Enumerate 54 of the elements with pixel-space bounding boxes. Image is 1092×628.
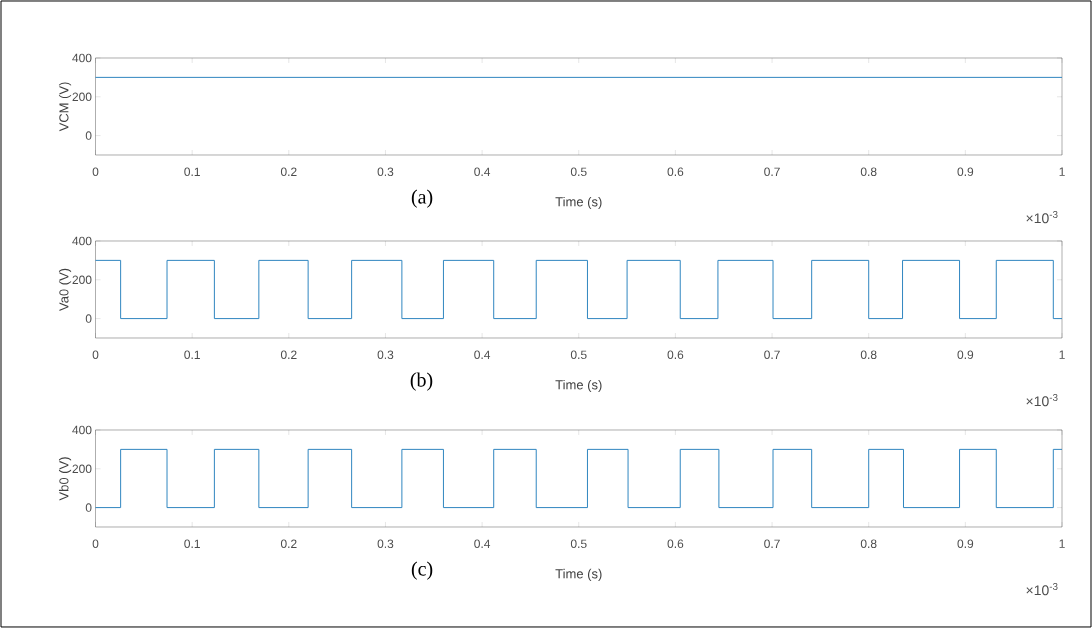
y-tick-label: 400 [72, 425, 92, 435]
x-tick-label: 0.2 [280, 350, 297, 360]
x-tick-label: 0.8 [860, 167, 877, 177]
x-tick-label: 0.5 [570, 539, 587, 549]
x-tick-label: 0.1 [184, 167, 200, 177]
x-tick-label: 0.7 [764, 167, 780, 177]
x-axis-title: Time (s) [555, 196, 602, 209]
y-tick-label: 400 [72, 236, 92, 246]
x-tick-label: 1 [1059, 167, 1065, 176]
y-tick-label: 200 [72, 464, 92, 474]
x-tick-label: 0.5 [570, 167, 587, 177]
x-tick-label: 0 [92, 350, 99, 360]
x-tick-label: 0.6 [667, 350, 684, 360]
y-tick-label: 200 [72, 92, 92, 102]
y-tick-label: 0 [85, 503, 92, 512]
x-tick-label: 0.8 [860, 539, 877, 549]
text: ×10$^{-3}$ [1026, 393, 1058, 407]
x-tick-label: 0.2 [280, 539, 297, 549]
x-tick-label: 0.8 [860, 350, 877, 360]
y-tick-label: 400 [72, 53, 92, 63]
x-axis-title: Time (s) [555, 379, 602, 392]
x-tick-label: 0.3 [377, 350, 394, 360]
text: ×10$^{-3}$ [1026, 210, 1058, 224]
y-axis-title: VCM (V) [58, 82, 72, 132]
x-tick-label: 0.2 [280, 167, 297, 177]
x-tick-label: 0.6 [667, 539, 684, 549]
x-tick-label: 0.3 [377, 539, 394, 549]
x-tick-label: 0.7 [764, 539, 780, 549]
text: (c) [411, 561, 433, 580]
x-tick-label: 0.3 [377, 167, 394, 177]
x-tick-label: 1 [1059, 350, 1065, 359]
y-tick-label: 0 [85, 314, 92, 323]
y-axis-title: Va0 (V) [58, 268, 72, 311]
x-tick-label: 0 [92, 167, 99, 177]
x-tick-label: 0.4 [474, 539, 491, 549]
y-axis-title: Vb0 (V) [58, 457, 72, 501]
text: ×10$^{-3}$ [1026, 582, 1058, 596]
x-tick-label: 0.6 [667, 167, 684, 177]
x-tick-label: 0.5 [570, 350, 587, 360]
x-tick-label: 0.4 [474, 167, 491, 177]
x-tick-label: 0.7 [764, 350, 780, 360]
x-tick-label: 0.9 [957, 350, 974, 360]
x-tick-label: 0.9 [957, 539, 974, 549]
y-tick-label: 200 [72, 275, 92, 285]
text: (b) [410, 372, 433, 391]
text: (a) [411, 189, 433, 208]
x-tick-label: 0.9 [957, 167, 974, 177]
x-tick-label: 0 [92, 539, 99, 549]
x-tick-label: 0.1 [184, 539, 200, 549]
x-tick-label: 0.1 [184, 350, 200, 360]
y-tick-label: 0 [85, 131, 92, 140]
x-tick-label: 0.4 [474, 350, 491, 360]
x-tick-label: 1 [1059, 539, 1065, 548]
x-axis-title: Time (s) [555, 568, 602, 581]
